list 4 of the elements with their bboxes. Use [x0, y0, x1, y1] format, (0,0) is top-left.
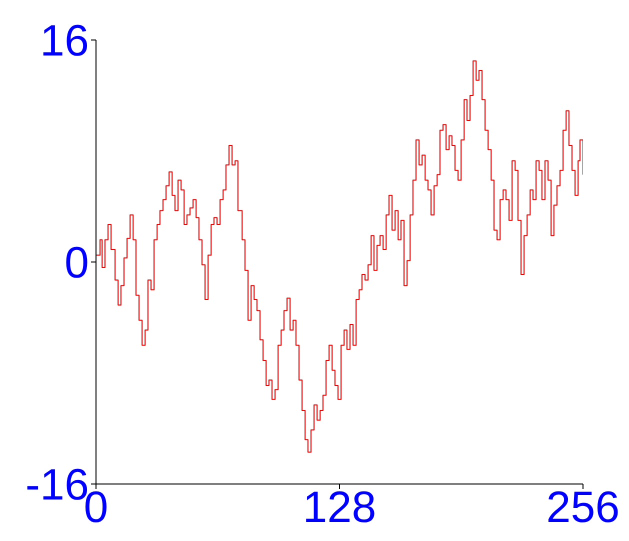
x-tick-label: 128: [302, 483, 376, 532]
y-tick-label: 0: [64, 238, 89, 288]
x-tick-label: 256: [546, 483, 620, 532]
y-tick-label: 16: [40, 16, 89, 66]
